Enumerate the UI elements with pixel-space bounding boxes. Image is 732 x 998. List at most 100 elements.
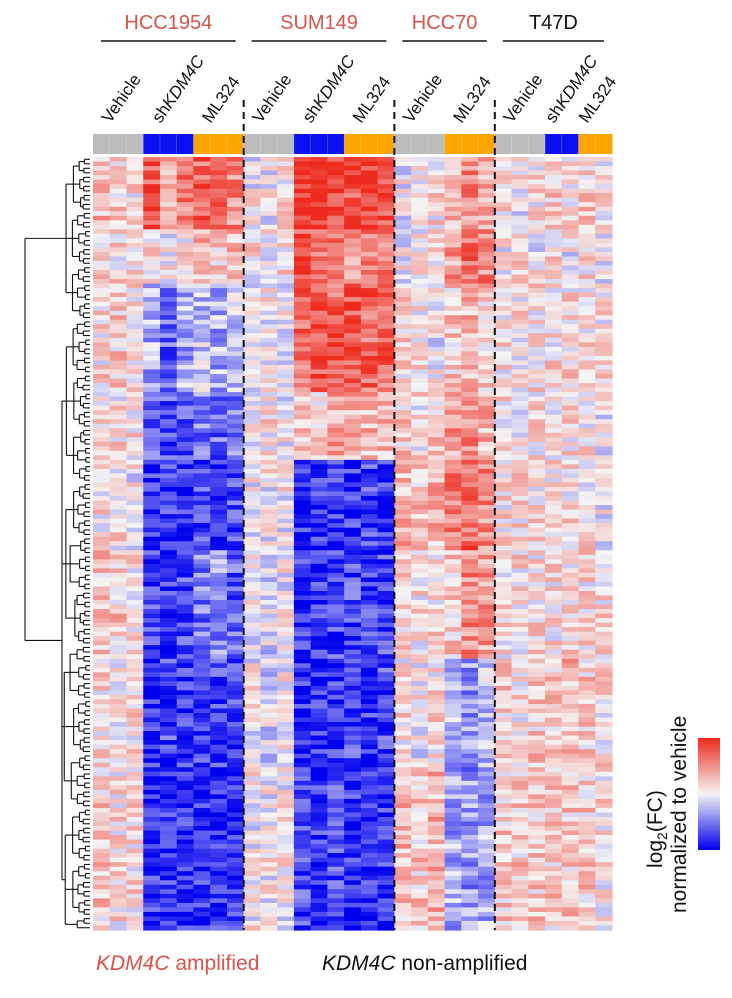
heatmap-cell (444, 175, 462, 181)
heatmap-cell (159, 369, 178, 375)
heatmap-cell (595, 572, 613, 578)
heatmap-cell (511, 613, 529, 619)
heatmap-cell (461, 649, 479, 655)
heatmap-cell (478, 482, 496, 488)
heatmap-cell (461, 713, 479, 719)
heatmap-cell (427, 735, 446, 741)
heatmap-cell (377, 658, 395, 664)
heatmap-cell (193, 690, 211, 696)
heatmap-cell (159, 676, 178, 682)
heatmap-cell (545, 373, 563, 380)
heatmap-cell (360, 681, 379, 687)
heatmap-cell (93, 428, 111, 434)
heatmap-cell (93, 437, 111, 443)
heatmap-cell (293, 315, 312, 321)
heatmap-cell (159, 270, 178, 276)
heatmap-cell (411, 279, 429, 285)
heatmap-cell (511, 676, 529, 682)
heatmap-cell (461, 595, 479, 601)
heatmap-cell (578, 215, 596, 221)
heatmap-cell (461, 193, 479, 199)
heatmap-cell (344, 703, 362, 710)
heatmap-cell (226, 301, 245, 307)
heatmap-cell (243, 401, 262, 407)
heatmap-cell (293, 446, 312, 452)
heatmap-cell (243, 319, 262, 325)
heatmap-cell (126, 532, 144, 538)
heatmap-cell (143, 265, 161, 271)
heatmap-cell (143, 663, 161, 669)
heatmap-cell (159, 392, 178, 398)
heatmap-cell (545, 667, 563, 673)
heatmap-cell (478, 396, 496, 402)
heatmap-cell (444, 405, 462, 411)
heatmap-cell (226, 215, 245, 221)
heatmap-cell (310, 541, 328, 547)
heatmap-cell (243, 351, 262, 357)
heatmap-cell (93, 401, 111, 407)
heatmap-cell (377, 536, 395, 542)
heatmap-cell (126, 654, 144, 660)
heatmap-cell (377, 342, 395, 348)
heatmap-cell (226, 785, 245, 791)
heatmap-cell (176, 360, 195, 366)
heatmap-cell (545, 572, 563, 578)
heatmap-cell (327, 333, 345, 339)
heatmap-cell (595, 251, 613, 258)
heatmap-cell (411, 346, 429, 352)
heatmap-cell (143, 315, 161, 321)
heatmap-cell (444, 383, 462, 389)
heatmap-cell (126, 166, 144, 172)
heatmap-cell (93, 432, 111, 438)
heatmap-cell (528, 794, 546, 800)
heatmap-cell (377, 184, 395, 190)
heatmap-cell (176, 740, 195, 746)
heatmap-cell (394, 477, 412, 484)
heatmap-cell (427, 496, 446, 502)
heatmap-cell (344, 184, 362, 190)
heatmap-cell (210, 161, 228, 167)
heatmap-cell (461, 663, 479, 669)
heatmap-cell (360, 387, 379, 393)
heatmap-cell (411, 717, 429, 723)
heatmap-cell (344, 288, 362, 294)
heatmap-cell (277, 220, 295, 226)
heatmap-cell (478, 726, 496, 732)
heatmap-cell (511, 658, 529, 664)
heatmap-cell (159, 753, 178, 759)
heatmap-cell (226, 238, 245, 244)
heatmap-cell (360, 297, 379, 303)
heatmap-cell (93, 468, 111, 475)
heatmap-cell (494, 581, 513, 588)
heatmap-cell (578, 193, 596, 199)
heatmap-cell (444, 708, 462, 714)
heatmap-cell (377, 785, 395, 791)
heatmap-cell (427, 369, 446, 375)
heatmap-cell (427, 373, 446, 380)
heatmap-cell (176, 595, 195, 601)
heatmap-cell (226, 410, 245, 416)
heatmap-cell (360, 283, 379, 289)
heatmap-cell (193, 342, 211, 348)
heatmap-cell (461, 197, 479, 203)
heatmap-cell (327, 220, 345, 226)
heatmap-cell (193, 414, 211, 420)
heatmap-cell (511, 292, 529, 298)
heatmap-cell (344, 785, 362, 791)
heatmap-cell (427, 473, 446, 479)
heatmap-cell (478, 441, 496, 447)
heatmap-cell (360, 229, 379, 235)
heatmap-cell (210, 780, 228, 786)
heatmap-cell (126, 346, 144, 352)
heatmap-cell (143, 242, 161, 249)
heatmap-cell (193, 301, 211, 307)
heatmap-cell (226, 175, 245, 181)
heatmap-cell (109, 270, 128, 276)
heatmap-cell (377, 568, 395, 574)
heatmap-cell (226, 464, 245, 470)
heatmap-cell (478, 274, 496, 280)
heatmap-cell (344, 477, 362, 484)
heatmap-cell (494, 744, 513, 750)
heatmap-cell (109, 450, 128, 456)
heatmap-cell (461, 288, 479, 294)
